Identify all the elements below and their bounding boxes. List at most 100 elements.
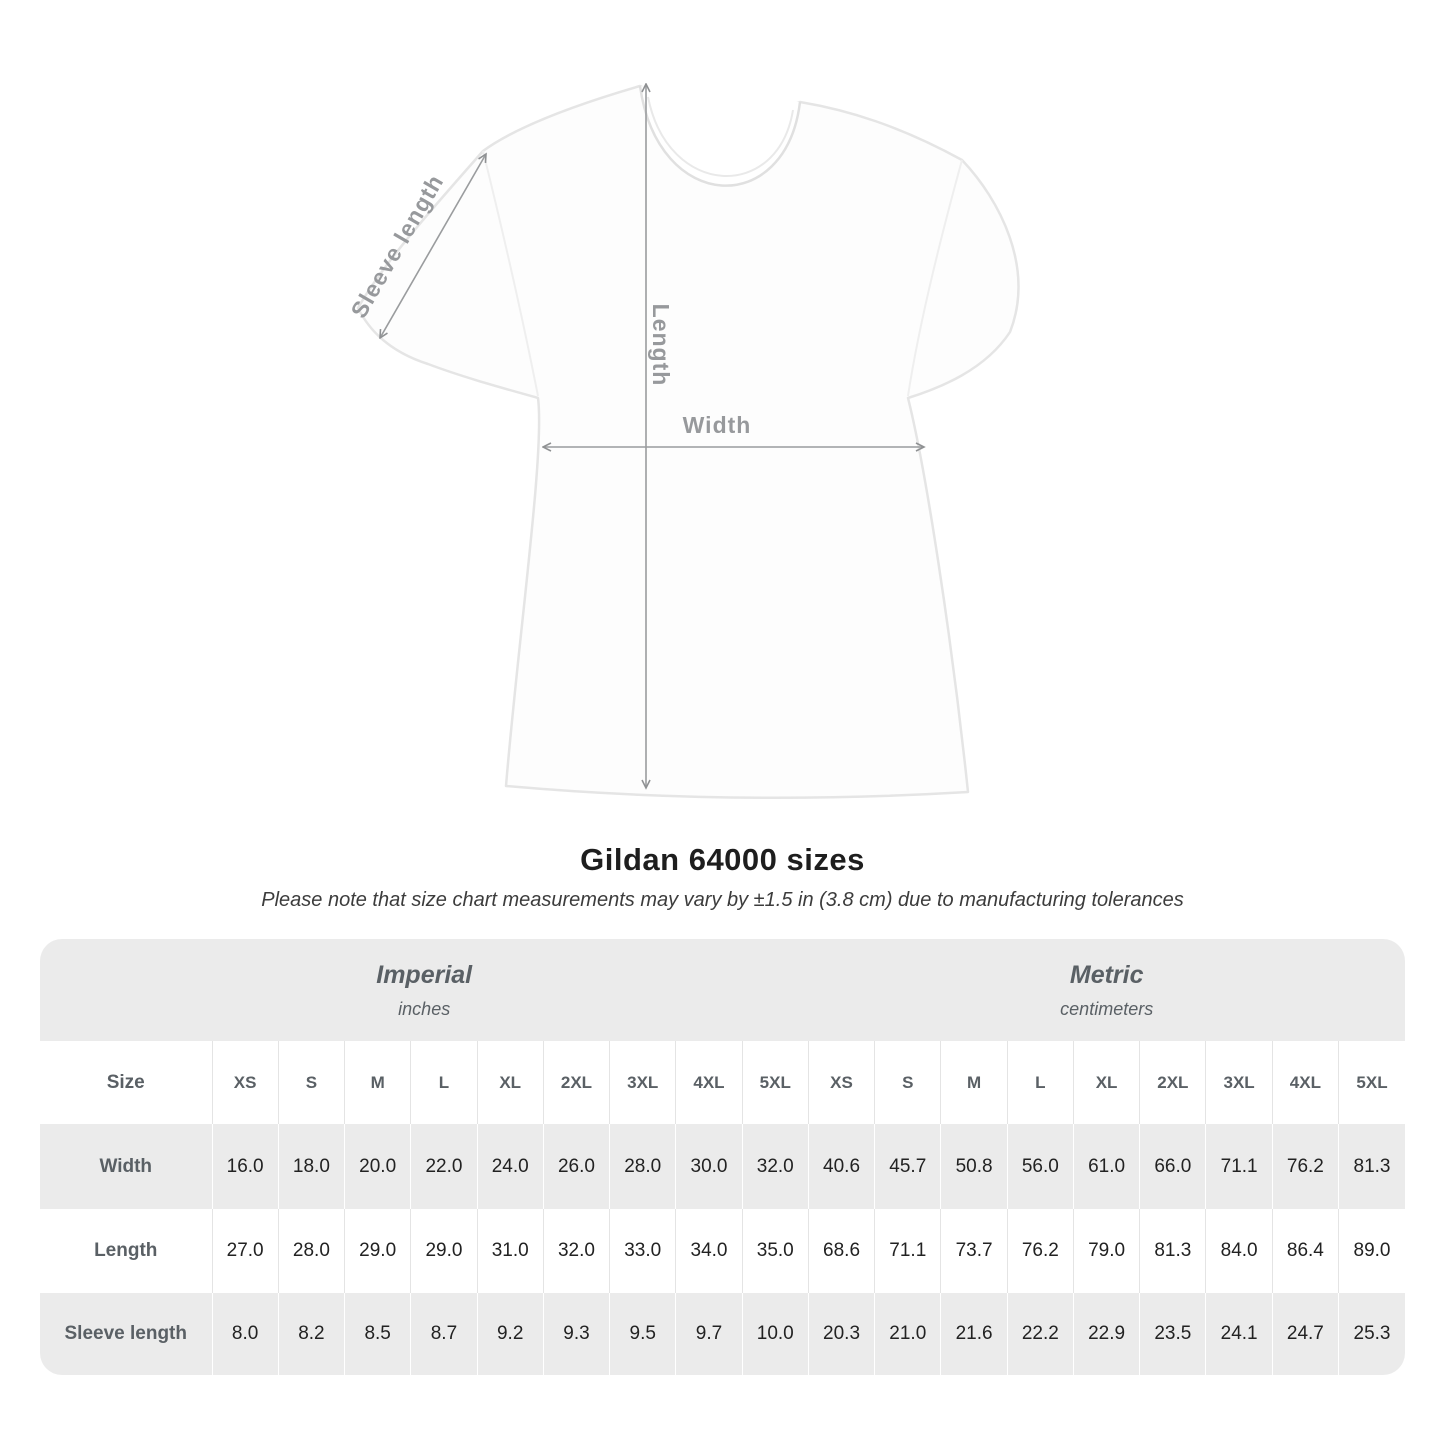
unit-group-imperial: Imperial inches <box>40 939 809 1041</box>
size-header-row: Size XS S M L XL 2XL 3XL 4XL 5XL XS S M … <box>40 1041 1405 1124</box>
value-cell: 81.3 <box>1353 1155 1391 1177</box>
size-col-header: 3XL <box>1205 1041 1273 1124</box>
collar-outer <box>638 85 802 187</box>
row-label: Length <box>40 1209 213 1293</box>
value-cell: 56.0 <box>1007 1124 1074 1209</box>
unit-group-label: Imperial <box>376 960 473 989</box>
value-cell: 66.0 <box>1139 1124 1207 1209</box>
value-cell: 21.6 <box>940 1293 1008 1375</box>
size-chart-table: Imperial inches Metric centimeters Size … <box>40 939 1405 1375</box>
left-shoulder-seam <box>482 150 539 397</box>
tolerance-note: Please note that size chart measurements… <box>261 889 1184 911</box>
size-col-header: 5XL <box>1356 1072 1388 1092</box>
value-cell: 28.0 <box>278 1209 346 1293</box>
page-title: Gildan 64000 sizes <box>580 842 865 877</box>
size-col-header: XL <box>477 1041 544 1124</box>
value-cell: 9.3 <box>543 1293 611 1375</box>
value-cell: 84.0 <box>1205 1209 1273 1293</box>
value-cell: 8.2 <box>278 1293 346 1375</box>
value-cell: 24.1 <box>1205 1293 1273 1375</box>
value-cell: 27.0 <box>212 1209 279 1293</box>
value-cell: 86.4 <box>1272 1209 1340 1293</box>
size-col-header: 2XL <box>543 1041 611 1124</box>
size-col-header: L <box>1007 1041 1074 1124</box>
size-col-header: S <box>278 1041 346 1124</box>
value-cell: 33.0 <box>609 1209 677 1293</box>
value-cell: 28.0 <box>609 1124 677 1209</box>
tshirt-illustration: Width Length Sleeve length <box>345 0 1020 800</box>
value-cell: 35.0 <box>742 1209 809 1293</box>
value-cell: 9.7 <box>675 1293 743 1375</box>
value-cell: 73.7 <box>940 1209 1008 1293</box>
value-cell: 22.2 <box>1007 1293 1074 1375</box>
value-cell: 20.3 <box>808 1293 876 1375</box>
unit-group-sublabel: inches <box>398 998 451 1019</box>
row-label: Width <box>40 1124 213 1209</box>
size-col-header: M <box>940 1041 1008 1124</box>
width-label: Width <box>683 412 752 438</box>
value-cell: 31.0 <box>477 1209 544 1293</box>
value-cell: 76.2 <box>1272 1124 1340 1209</box>
row-label: Sleeve length <box>40 1293 213 1375</box>
sleeve-length-arrow <box>380 154 486 338</box>
shirt-diagram: Width Length Sleeve length <box>345 0 1020 800</box>
value-cell: 50.8 <box>940 1124 1008 1209</box>
tshirt-shape <box>356 84 1020 800</box>
value-cell: 61.0 <box>1073 1124 1141 1209</box>
value-cell: 22.0 <box>410 1124 478 1209</box>
right-shoulder-seam <box>907 159 963 397</box>
value-cell: 24.7 <box>1272 1293 1340 1375</box>
size-col-header: 5XL <box>742 1041 809 1124</box>
collar-seam <box>647 96 794 177</box>
value-cell: 26.0 <box>543 1124 611 1209</box>
value-cell: 71.1 <box>874 1209 942 1293</box>
value-cell: 20.0 <box>344 1124 412 1209</box>
heading-block: Gildan 64000 sizes Please note that size… <box>0 842 1445 912</box>
value-cell: 21.0 <box>874 1293 942 1375</box>
value-cell: 34.0 <box>675 1209 743 1293</box>
size-col-header: 3XL <box>609 1041 677 1124</box>
size-col-header: 4XL <box>1272 1041 1340 1124</box>
value-cell: 18.0 <box>278 1124 346 1209</box>
unit-group-row: Imperial inches Metric centimeters <box>40 939 1405 1041</box>
size-col-header: M <box>344 1041 412 1124</box>
size-col-header: XS <box>808 1041 876 1124</box>
unit-group-label: Metric <box>1069 960 1144 989</box>
table-row-length: Length 27.0 28.0 29.0 29.0 31.0 32.0 33.… <box>40 1209 1405 1293</box>
table-row-width: Width 16.0 18.0 20.0 22.0 24.0 26.0 28.0… <box>40 1124 1405 1209</box>
table-row-sleeve-length: Sleeve length 8.0 8.2 8.5 8.7 9.2 9.3 9.… <box>40 1293 1405 1375</box>
value-cell: 10.0 <box>742 1293 809 1375</box>
value-cell: 45.7 <box>874 1124 942 1209</box>
value-cell: 25.3 <box>1353 1323 1391 1344</box>
size-chart-card: Imperial inches Metric centimeters Size … <box>40 939 1405 1375</box>
value-cell: 9.5 <box>609 1293 677 1375</box>
value-cell: 16.0 <box>212 1124 279 1209</box>
value-cell: 29.0 <box>410 1209 478 1293</box>
value-cell: 71.1 <box>1205 1124 1273 1209</box>
size-col-header: 2XL <box>1139 1041 1207 1124</box>
size-col-header: XL <box>1073 1041 1141 1124</box>
value-cell: 32.0 <box>543 1209 611 1293</box>
value-cell: 24.0 <box>477 1124 544 1209</box>
size-col-header: S <box>874 1041 942 1124</box>
value-cell: 22.9 <box>1073 1293 1141 1375</box>
value-cell: 23.5 <box>1139 1293 1207 1375</box>
value-cell: 30.0 <box>675 1124 743 1209</box>
unit-group-metric: Metric centimeters <box>808 939 1405 1041</box>
size-col-header: L <box>410 1041 478 1124</box>
value-cell: 8.0 <box>212 1293 279 1375</box>
value-cell: 29.0 <box>344 1209 412 1293</box>
value-cell: 9.2 <box>477 1293 544 1375</box>
value-cell: 8.7 <box>410 1293 478 1375</box>
value-cell: 79.0 <box>1073 1209 1141 1293</box>
unit-group-sublabel: centimeters <box>1060 998 1154 1019</box>
value-cell: 32.0 <box>742 1124 809 1209</box>
size-col-header: 4XL <box>675 1041 743 1124</box>
size-corner-header: Size <box>40 1041 213 1124</box>
value-cell: 81.3 <box>1139 1209 1207 1293</box>
length-label: Length <box>648 304 674 387</box>
value-cell: 8.5 <box>344 1293 412 1375</box>
value-cell: 76.2 <box>1007 1209 1074 1293</box>
value-cell: 68.6 <box>808 1209 876 1293</box>
value-cell: 40.6 <box>808 1124 876 1209</box>
